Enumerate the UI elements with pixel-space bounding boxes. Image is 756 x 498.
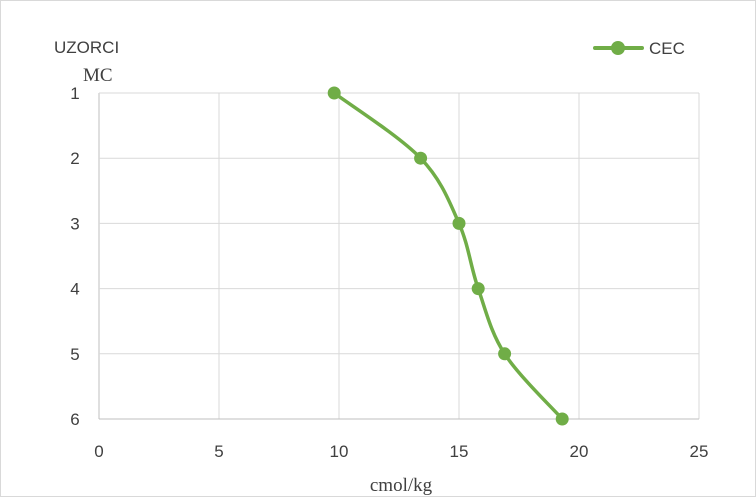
y-tick-label: 4 — [70, 280, 79, 299]
data-point — [327, 86, 341, 100]
data-point — [498, 347, 512, 361]
x-tick-label: 25 — [690, 442, 709, 461]
x-tick-label: 20 — [570, 442, 589, 461]
x-tick-label: 0 — [94, 442, 103, 461]
x-tick-label: 10 — [330, 442, 349, 461]
x-tick-labels: 0 5 10 15 20 25 — [94, 442, 708, 461]
y-tick-label: 1 — [70, 84, 79, 103]
y-axis-title-line-2: MC — [83, 65, 113, 86]
y-tick-label: 5 — [70, 345, 79, 364]
data-point — [471, 282, 485, 296]
x-tick-label: 15 — [450, 442, 469, 461]
series-line-cec — [332, 91, 564, 421]
y-tick-labels: 1 2 3 4 5 6 — [70, 84, 79, 429]
y-tick-label: 3 — [70, 214, 79, 233]
legend-marker-icon — [611, 41, 625, 55]
y-tick-label: 2 — [70, 149, 79, 168]
data-point — [452, 216, 466, 230]
y-axis-title-line-1: UZORCI — [54, 38, 119, 57]
data-point — [555, 412, 569, 426]
y-tick-label: 6 — [70, 410, 79, 429]
series-layer — [327, 86, 569, 426]
gridlines — [98, 92, 700, 420]
data-point — [414, 151, 428, 165]
legend-label-cec: CEC — [649, 39, 685, 58]
x-axis-title: cmol/kg — [370, 475, 433, 496]
legend: CEC — [593, 39, 685, 58]
x-tick-label: 5 — [214, 442, 223, 461]
